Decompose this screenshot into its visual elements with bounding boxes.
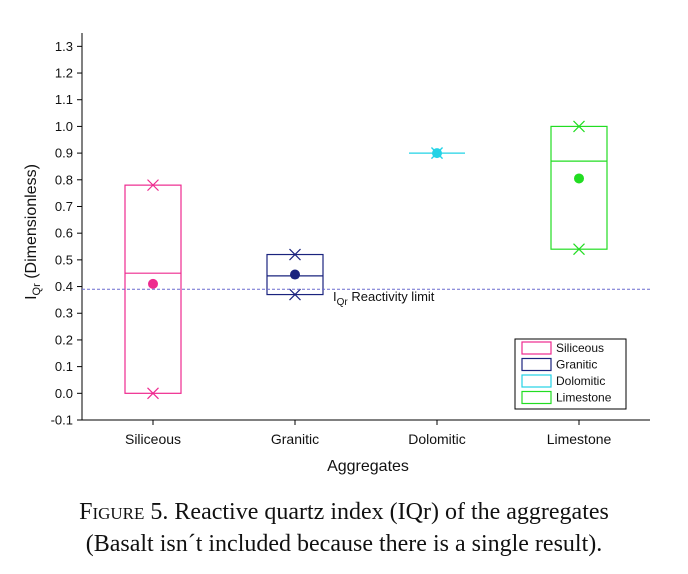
annotation-main: I (333, 289, 337, 304)
y-tick-label: 0.7 (55, 199, 73, 214)
legend-label: Siliceous (556, 341, 604, 355)
y-tick-label: 0.8 (55, 172, 73, 187)
figure-label: Figure 5. (79, 499, 169, 525)
box-dolomitic (409, 147, 465, 160)
y-axis-title-sub: Qr (31, 283, 43, 296)
figure-caption-line-1: Figure 5. Reactive quartz index (IQr) of… (0, 496, 688, 528)
legend-swatch (521, 390, 552, 405)
y-axis-title-main: I (23, 295, 40, 299)
y-tick-label: 1.1 (55, 92, 73, 107)
y-tick-label: 0.1 (55, 359, 73, 374)
box-plot-chart: -0.1 0.0 0.1 0.2 0.3 0.4 0.5 0.6 0.7 0.8 0.9 1.0 1.1… (23, 33, 650, 475)
legend-swatch (521, 341, 552, 355)
y-tick-label: 0.0 (55, 386, 73, 401)
mean-point (574, 173, 584, 184)
legend-swatch (521, 374, 552, 388)
extreme-marker (147, 179, 159, 192)
extreme-marker (147, 387, 159, 400)
legend-label: Limestone (556, 391, 612, 405)
y-axis-title-rest: (Dimensionless) (23, 164, 40, 283)
figure-caption-line-2: (Basalt isn´t included because there is … (85, 531, 603, 557)
legend: Siliceous Granitic Dolomitic Limestone (514, 338, 627, 410)
extreme-marker (289, 288, 301, 301)
y-tick-label: 0.4 (55, 279, 73, 294)
box-granitic (266, 248, 324, 301)
mean-point (290, 269, 300, 280)
caption-line-1-text: Reactive quartz index (IQr) of the aggre… (168, 499, 609, 525)
annotation-sub: Qr (337, 297, 349, 308)
y-tick-label: -0.1 (51, 413, 73, 428)
y-tick-label: 1.2 (55, 66, 73, 81)
legend-label: Granitic (556, 358, 597, 372)
legend-swatch (521, 357, 552, 372)
legend-label: Dolomitic (556, 374, 605, 388)
extreme-marker (289, 248, 301, 261)
extreme-marker (573, 120, 585, 133)
mean-point (148, 278, 158, 289)
y-tick-label: 1.3 (55, 39, 73, 54)
plot-area (81, 33, 650, 421)
box-rect (550, 125, 608, 250)
y-tick-label: 0.3 (55, 306, 73, 321)
y-axis-title: IQr (Dimensionless) (23, 164, 43, 300)
extreme-marker (431, 147, 443, 160)
y-tick-label: 0.5 (55, 252, 73, 267)
y-tick-label: 0.9 (55, 146, 73, 161)
x-axis-title: Aggregates (327, 458, 409, 475)
x-axis-ticks: Siliceous Granitic Dolomitic Limestone (125, 420, 612, 447)
reactivity-limit-label: IQr Reactivity limit (333, 289, 435, 308)
y-tick-label: 0.2 (55, 332, 73, 347)
y-axis-ticks: -0.1 0.0 0.1 0.2 0.3 0.4 0.5 0.6 0.7 0.8 0.9 1.0 1.1… (51, 39, 82, 428)
extreme-marker (573, 243, 585, 256)
x-tick-label: Siliceous (125, 431, 181, 447)
y-tick-label: 1.0 (55, 119, 73, 134)
x-tick-label: Dolomitic (408, 431, 466, 447)
annotation-rest: Reactivity limit (348, 289, 435, 304)
box-limestone (550, 120, 608, 256)
boxes (124, 120, 608, 400)
y-tick-label: 0.6 (55, 226, 73, 241)
x-tick-label: Granitic (271, 431, 319, 447)
x-tick-label: Limestone (547, 431, 612, 447)
